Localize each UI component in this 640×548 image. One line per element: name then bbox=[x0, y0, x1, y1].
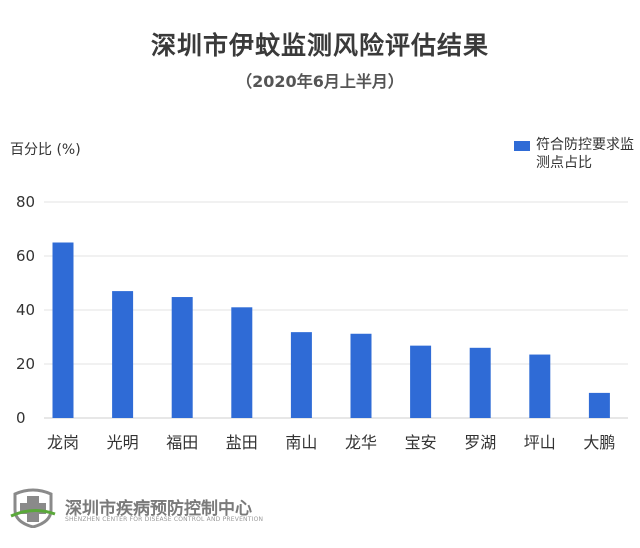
footer-org-name: 深圳市疾病预防控制中心 bbox=[65, 499, 252, 519]
chart-subtitle: （2020年6月上半月） bbox=[236, 72, 404, 91]
y-tick-label: 20 bbox=[16, 355, 35, 373]
x-tick-label: 大鹏 bbox=[583, 433, 615, 452]
bar bbox=[52, 242, 74, 418]
x-tick-label: 南山 bbox=[285, 433, 317, 452]
x-tick-label: 龙岗 bbox=[47, 433, 79, 452]
bar bbox=[112, 291, 134, 418]
chart-title: 深圳市伊蚊监测风险评估结果 bbox=[150, 31, 489, 60]
x-tick-label: 罗湖 bbox=[464, 433, 496, 452]
x-tick-label: 福田 bbox=[166, 433, 198, 452]
bar bbox=[469, 347, 491, 418]
y-tick-label: 0 bbox=[16, 409, 26, 427]
x-tick-label: 龙华 bbox=[345, 433, 377, 452]
y-axis-label: 百分比 (%) bbox=[10, 142, 81, 158]
bar bbox=[410, 345, 432, 418]
bar bbox=[231, 307, 253, 418]
bar bbox=[350, 333, 372, 418]
x-tick-label: 坪山 bbox=[524, 433, 556, 452]
y-tick-label: 40 bbox=[16, 301, 35, 319]
bar bbox=[290, 332, 312, 418]
bar bbox=[588, 392, 610, 418]
y-tick-label: 60 bbox=[16, 247, 35, 265]
x-tick-label: 盐田 bbox=[226, 433, 258, 452]
legend-swatch bbox=[514, 141, 530, 151]
footer-org-name-en: SHENZHEN CENTER FOR DISEASE CONTROL AND … bbox=[65, 516, 264, 523]
legend-label: 符合防控要求监测点占比 bbox=[536, 137, 634, 171]
bar bbox=[171, 297, 193, 418]
x-tick-label: 宝安 bbox=[405, 433, 437, 452]
y-tick-label: 80 bbox=[16, 193, 35, 211]
bar bbox=[529, 354, 551, 418]
cdc-logo-icon bbox=[10, 488, 56, 528]
x-tick-label: 光明 bbox=[107, 433, 139, 452]
footer-org: 深圳市疾病预防控制中心 SHENZHEN CENTER FOR DISEASE … bbox=[10, 488, 310, 528]
